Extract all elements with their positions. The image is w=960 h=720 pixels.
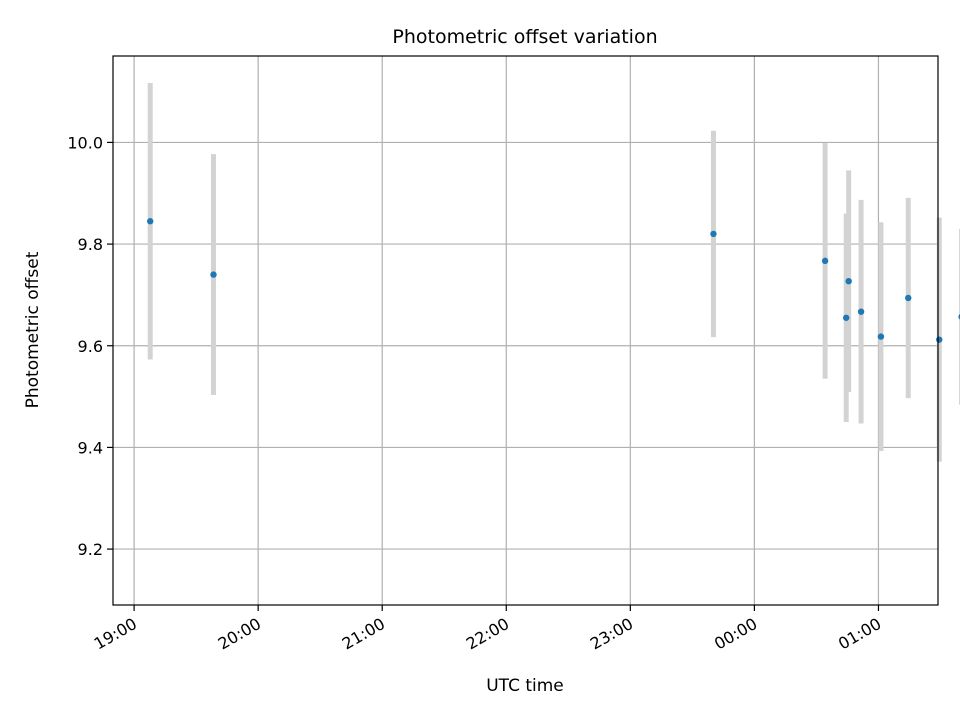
y-axis-label: Photometric offset	[23, 251, 43, 408]
y-tick-label: 9.2	[78, 540, 103, 559]
data-point	[842, 314, 850, 321]
data-point	[845, 277, 852, 285]
data-point	[936, 336, 943, 343]
y-axis-ticks: 9.2 9.4 9.6 9.8 10.0	[67, 133, 113, 559]
data-point	[821, 257, 829, 265]
plot-frame	[112, 55, 939, 606]
y-tick-label: 9.6	[78, 337, 103, 356]
data-point	[210, 271, 217, 278]
y-tick-label: 9.4	[78, 438, 103, 457]
data-point	[147, 218, 154, 225]
chart-title: Photometric offset variation	[392, 26, 657, 48]
data-point	[877, 333, 885, 340]
y-tick-label: 9.8	[78, 235, 103, 254]
data-points	[147, 218, 960, 343]
data-point	[710, 230, 717, 238]
data-point	[857, 308, 865, 315]
y-tick-label: 10.0	[67, 133, 103, 152]
grid	[113, 56, 938, 605]
data-point	[905, 294, 912, 302]
x-axis-label: UTC time	[486, 676, 564, 696]
